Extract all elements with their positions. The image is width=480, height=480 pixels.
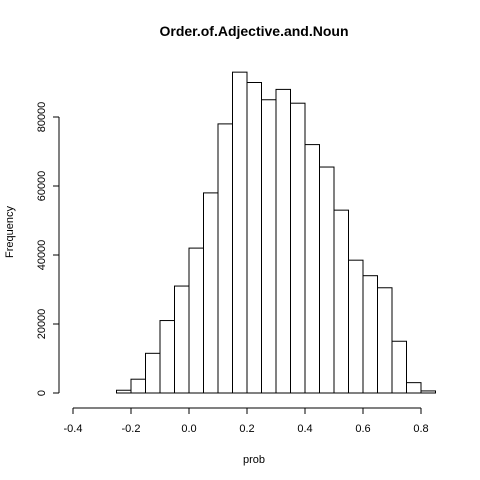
histogram-bar xyxy=(377,287,393,394)
y-tick-label: 20000 xyxy=(36,309,48,340)
histogram-bar xyxy=(406,382,422,394)
histogram-bar xyxy=(232,71,248,394)
histogram-bar xyxy=(304,144,320,394)
x-tick-label: 0.6 xyxy=(355,423,370,435)
y-tick-label: 0 xyxy=(36,390,48,396)
histogram-bar xyxy=(116,389,132,394)
bars-group xyxy=(116,71,436,394)
y-axis-title: Frequency xyxy=(4,206,16,258)
histogram-bar xyxy=(217,123,233,394)
histogram-bar xyxy=(159,320,175,394)
histogram-bar xyxy=(391,340,407,394)
x-tick-label: 0.0 xyxy=(181,423,196,435)
x-tick-label: -0.4 xyxy=(64,423,83,435)
x-tick-label: -0.2 xyxy=(122,423,141,435)
histogram-bar xyxy=(174,285,190,394)
histogram-bar xyxy=(188,247,204,394)
x-tick-label: 0.2 xyxy=(239,423,254,435)
histogram-bar xyxy=(319,166,335,394)
histogram-bar xyxy=(420,390,436,394)
y-tick-label: 40000 xyxy=(36,240,48,271)
histogram-bar xyxy=(275,88,291,394)
histogram-bar xyxy=(130,378,146,394)
x-axis-title: prob xyxy=(243,454,265,466)
histogram-bar xyxy=(145,352,161,394)
x-tick-label: 0.4 xyxy=(297,423,312,435)
histogram-bar xyxy=(261,99,277,394)
histogram-bar xyxy=(203,192,219,394)
x-axis: -0.4 -0.2 0.0 0.2 0.4 0.6 0.8 xyxy=(64,407,429,435)
y-axis: 0 20000 40000 60000 80000 xyxy=(36,102,60,396)
histogram-bar xyxy=(362,275,378,394)
histogram-bar xyxy=(333,209,349,394)
y-tick-label: 80000 xyxy=(36,102,48,133)
histogram-bar xyxy=(246,82,262,394)
histogram-bar xyxy=(290,102,306,394)
histogram-bar xyxy=(348,259,364,394)
x-tick-label: 0.8 xyxy=(413,423,428,435)
chart-title: Order.of.Adjective.and.Noun xyxy=(159,23,348,39)
y-tick-label: 60000 xyxy=(36,171,48,202)
